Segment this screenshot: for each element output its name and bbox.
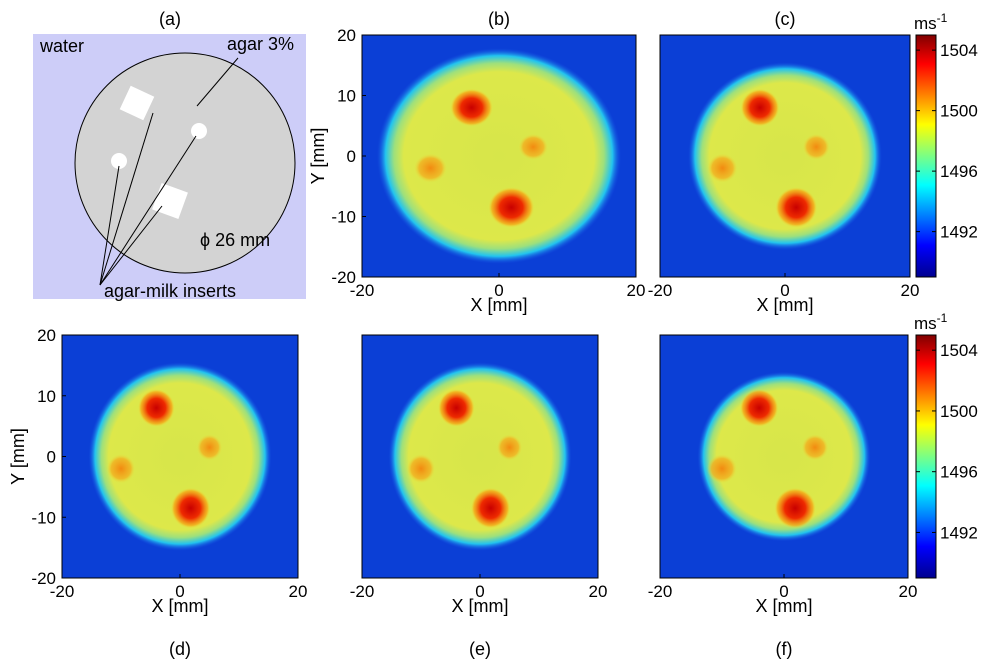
label: agar-milk inserts [104,281,236,301]
panel-label: (a) [159,9,181,29]
panel-label: (d) [169,639,191,659]
y-tick-label: 0 [47,448,56,467]
label: ϕ 26 mm [200,230,270,250]
panel-label: (f) [776,639,793,659]
insert-image [774,488,816,529]
insert-image [450,89,493,127]
y-tick-label: -20 [331,268,356,287]
unit: ms [914,314,937,333]
y-tick-label: 20 [337,26,356,45]
unit-exponent: -1 [937,311,948,325]
insert-image [171,488,211,529]
insert-image [741,89,780,127]
x-tick-label: -20 [648,281,673,300]
figure: water agar 3% ϕ 26 mm agar-milk inserts … [0,0,997,663]
y-tick-label: -20 [31,569,56,588]
x-tick-label: 20 [899,582,918,601]
colorbar-tick-label: 1504 [940,41,978,60]
x-axis-label: X [mm] [152,596,209,616]
insert-image [497,434,522,460]
diagram: water agar 3% ϕ 26 mm agar-milk inserts [33,34,306,301]
insert-image [414,154,447,183]
y-axis-label: Y [mm] [308,128,328,185]
insert-image [740,389,779,427]
colorbar-tick-label: 1504 [940,341,978,360]
colorbar-unit: ms-1 [914,11,948,33]
insert-image [518,134,548,160]
colorbar-tick-label: 1492 [940,223,978,242]
y-tick-label: 0 [347,147,356,166]
label: agar 3% [227,34,294,54]
x-tick-label: 20 [589,582,608,601]
colorbar-tick-label: 1496 [940,463,978,482]
y-tick-label: -10 [31,508,56,527]
colorbar-tick-label: 1500 [940,102,978,121]
colorbar [916,335,936,578]
insert [191,123,207,139]
x-tick-label: -20 [648,582,673,601]
y-tick-label: 20 [37,326,56,345]
insert-image [708,154,738,183]
colorbar-tick-label: 1496 [940,162,978,181]
x-axis-label: X [mm] [452,596,509,616]
x-tick-label: -20 [350,582,375,601]
phantom-image [377,48,621,264]
colorbar-tick-label: 1500 [940,402,978,421]
x-axis-label: X [mm] [756,596,813,616]
colorbar-unit: ms-1 [914,311,948,333]
insert-image [471,488,511,529]
unit-exponent: -1 [937,11,948,25]
y-axis-label: Y [mm] [8,428,28,485]
insert-image [138,389,175,427]
y-tick-label: 10 [37,387,56,406]
y-tick-label: 10 [337,87,356,106]
insert-image [438,389,475,427]
x-axis-label: X [mm] [757,295,814,315]
label: water [39,36,84,56]
x-tick-label: 20 [901,281,920,300]
panel-label: (c) [775,9,796,29]
x-axis-label: X [mm] [471,295,528,315]
unit: ms [914,14,937,33]
colorbar-tick-label: 1492 [940,523,978,542]
y-tick-label: -10 [331,208,356,227]
insert-image [707,454,737,483]
colorbar [916,35,936,277]
insert-image [802,434,829,460]
insert-image [197,434,222,460]
insert-image [488,187,534,228]
x-tick-label: 20 [627,281,646,300]
insert-image [107,454,135,483]
insert-image [803,134,830,160]
insert-image [775,187,817,228]
insert-image [407,454,435,483]
x-tick-label: 20 [289,582,308,601]
panel-label: (e) [469,639,491,659]
panel-label: (b) [488,9,510,29]
